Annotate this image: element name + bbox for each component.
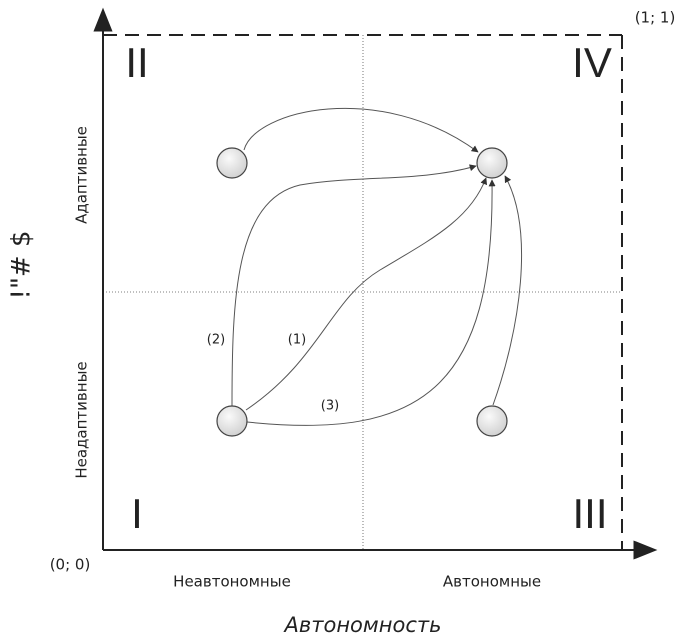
arrows (231, 107, 523, 426)
path-label: (1) (288, 333, 306, 348)
y-lower-label: Неадаптивные (73, 361, 91, 478)
y-axis-title: !"# $ (7, 231, 37, 300)
y-upper-label: Адаптивные (73, 126, 91, 224)
x-right-label: Автономные (443, 573, 541, 591)
nodes (216, 147, 508, 437)
path-label: (3) (321, 399, 339, 414)
quadrant-label: IV (572, 39, 612, 86)
corner-label: (1; 1) (635, 9, 676, 27)
corner-label: (0; 0) (50, 556, 91, 574)
quadrant-label: III (572, 490, 607, 537)
path-label: (2) (207, 333, 225, 348)
x-axis-title: Автономность (283, 613, 442, 635)
x-left-label: Неавтономные (173, 573, 291, 591)
quadrant-label: II (125, 39, 148, 86)
quadrant-label: I (131, 490, 143, 537)
